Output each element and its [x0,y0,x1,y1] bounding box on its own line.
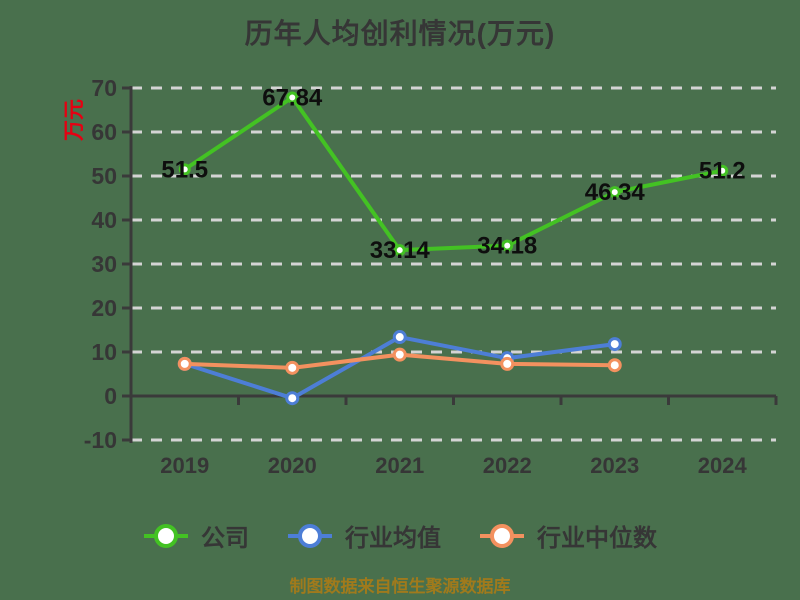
legend-item-industry-median[interactable]: 行业中位数 [479,518,657,553]
company-point [393,244,406,257]
industry-average-line-marker-icon [288,523,332,548]
data-source-caption: 制图数据来自恒生聚源数据库 [289,577,511,596]
industry-median-line-marker-icon [480,523,524,548]
company-point [608,186,621,199]
company-data-label: 33.14 [370,237,431,264]
company-line [182,95,725,253]
y-tick-label: 60 [91,119,117,145]
x-tick-label: 2021 [375,453,424,478]
company-data-label: 67.84 [262,85,323,112]
company-data-label: 34.18 [477,233,537,260]
y-tick-label: -10 [84,427,117,453]
company-point [178,163,191,176]
x-tick-label: 2024 [698,453,748,478]
y-tick-label: 70 [91,75,117,101]
y-tick-label: 30 [91,251,117,277]
y-tick-label: 40 [91,207,117,233]
company-point [286,91,299,104]
industry-average-point [285,391,300,406]
company-line-marker-icon [144,523,188,548]
industry-median-point [500,356,515,371]
legend: 公司 行业均值 行业中位数 [0,518,800,553]
industry-median-point [285,360,300,375]
y-tick-label: 0 [104,383,117,409]
legend-label-industry-average: 行业均值 [345,525,441,552]
company-point [716,164,729,177]
legend-item-industry-average[interactable]: 行业均值 [287,518,441,553]
x-tick-label: 2020 [268,453,317,478]
y-tick-label: 10 [91,339,117,365]
company-data-label: 51.2 [699,158,746,185]
y-tick-label: 20 [91,295,117,321]
legend-item-company[interactable]: 公司 [143,518,249,553]
industry-average-point [607,337,622,352]
legend-label-company: 公司 [201,525,249,552]
y-tick-label: 50 [91,163,117,189]
x-tick-label: 2022 [483,453,532,478]
industry-median-point [177,356,192,371]
industry-median-point [607,358,622,373]
company-point [501,239,514,252]
y-axis-unit-label: 万元 [63,99,86,141]
company-data-label: 46.34 [585,179,646,206]
company-data-label: 51.5 [161,156,208,183]
industry-average-point [392,330,407,345]
x-tick-label: 2023 [590,453,639,478]
industry-median-point [392,347,407,362]
legend-label-industry-median: 行业中位数 [537,525,657,552]
chart-title: 历年人均创利情况(万元) [244,18,556,49]
x-tick-label: 2019 [160,453,209,478]
